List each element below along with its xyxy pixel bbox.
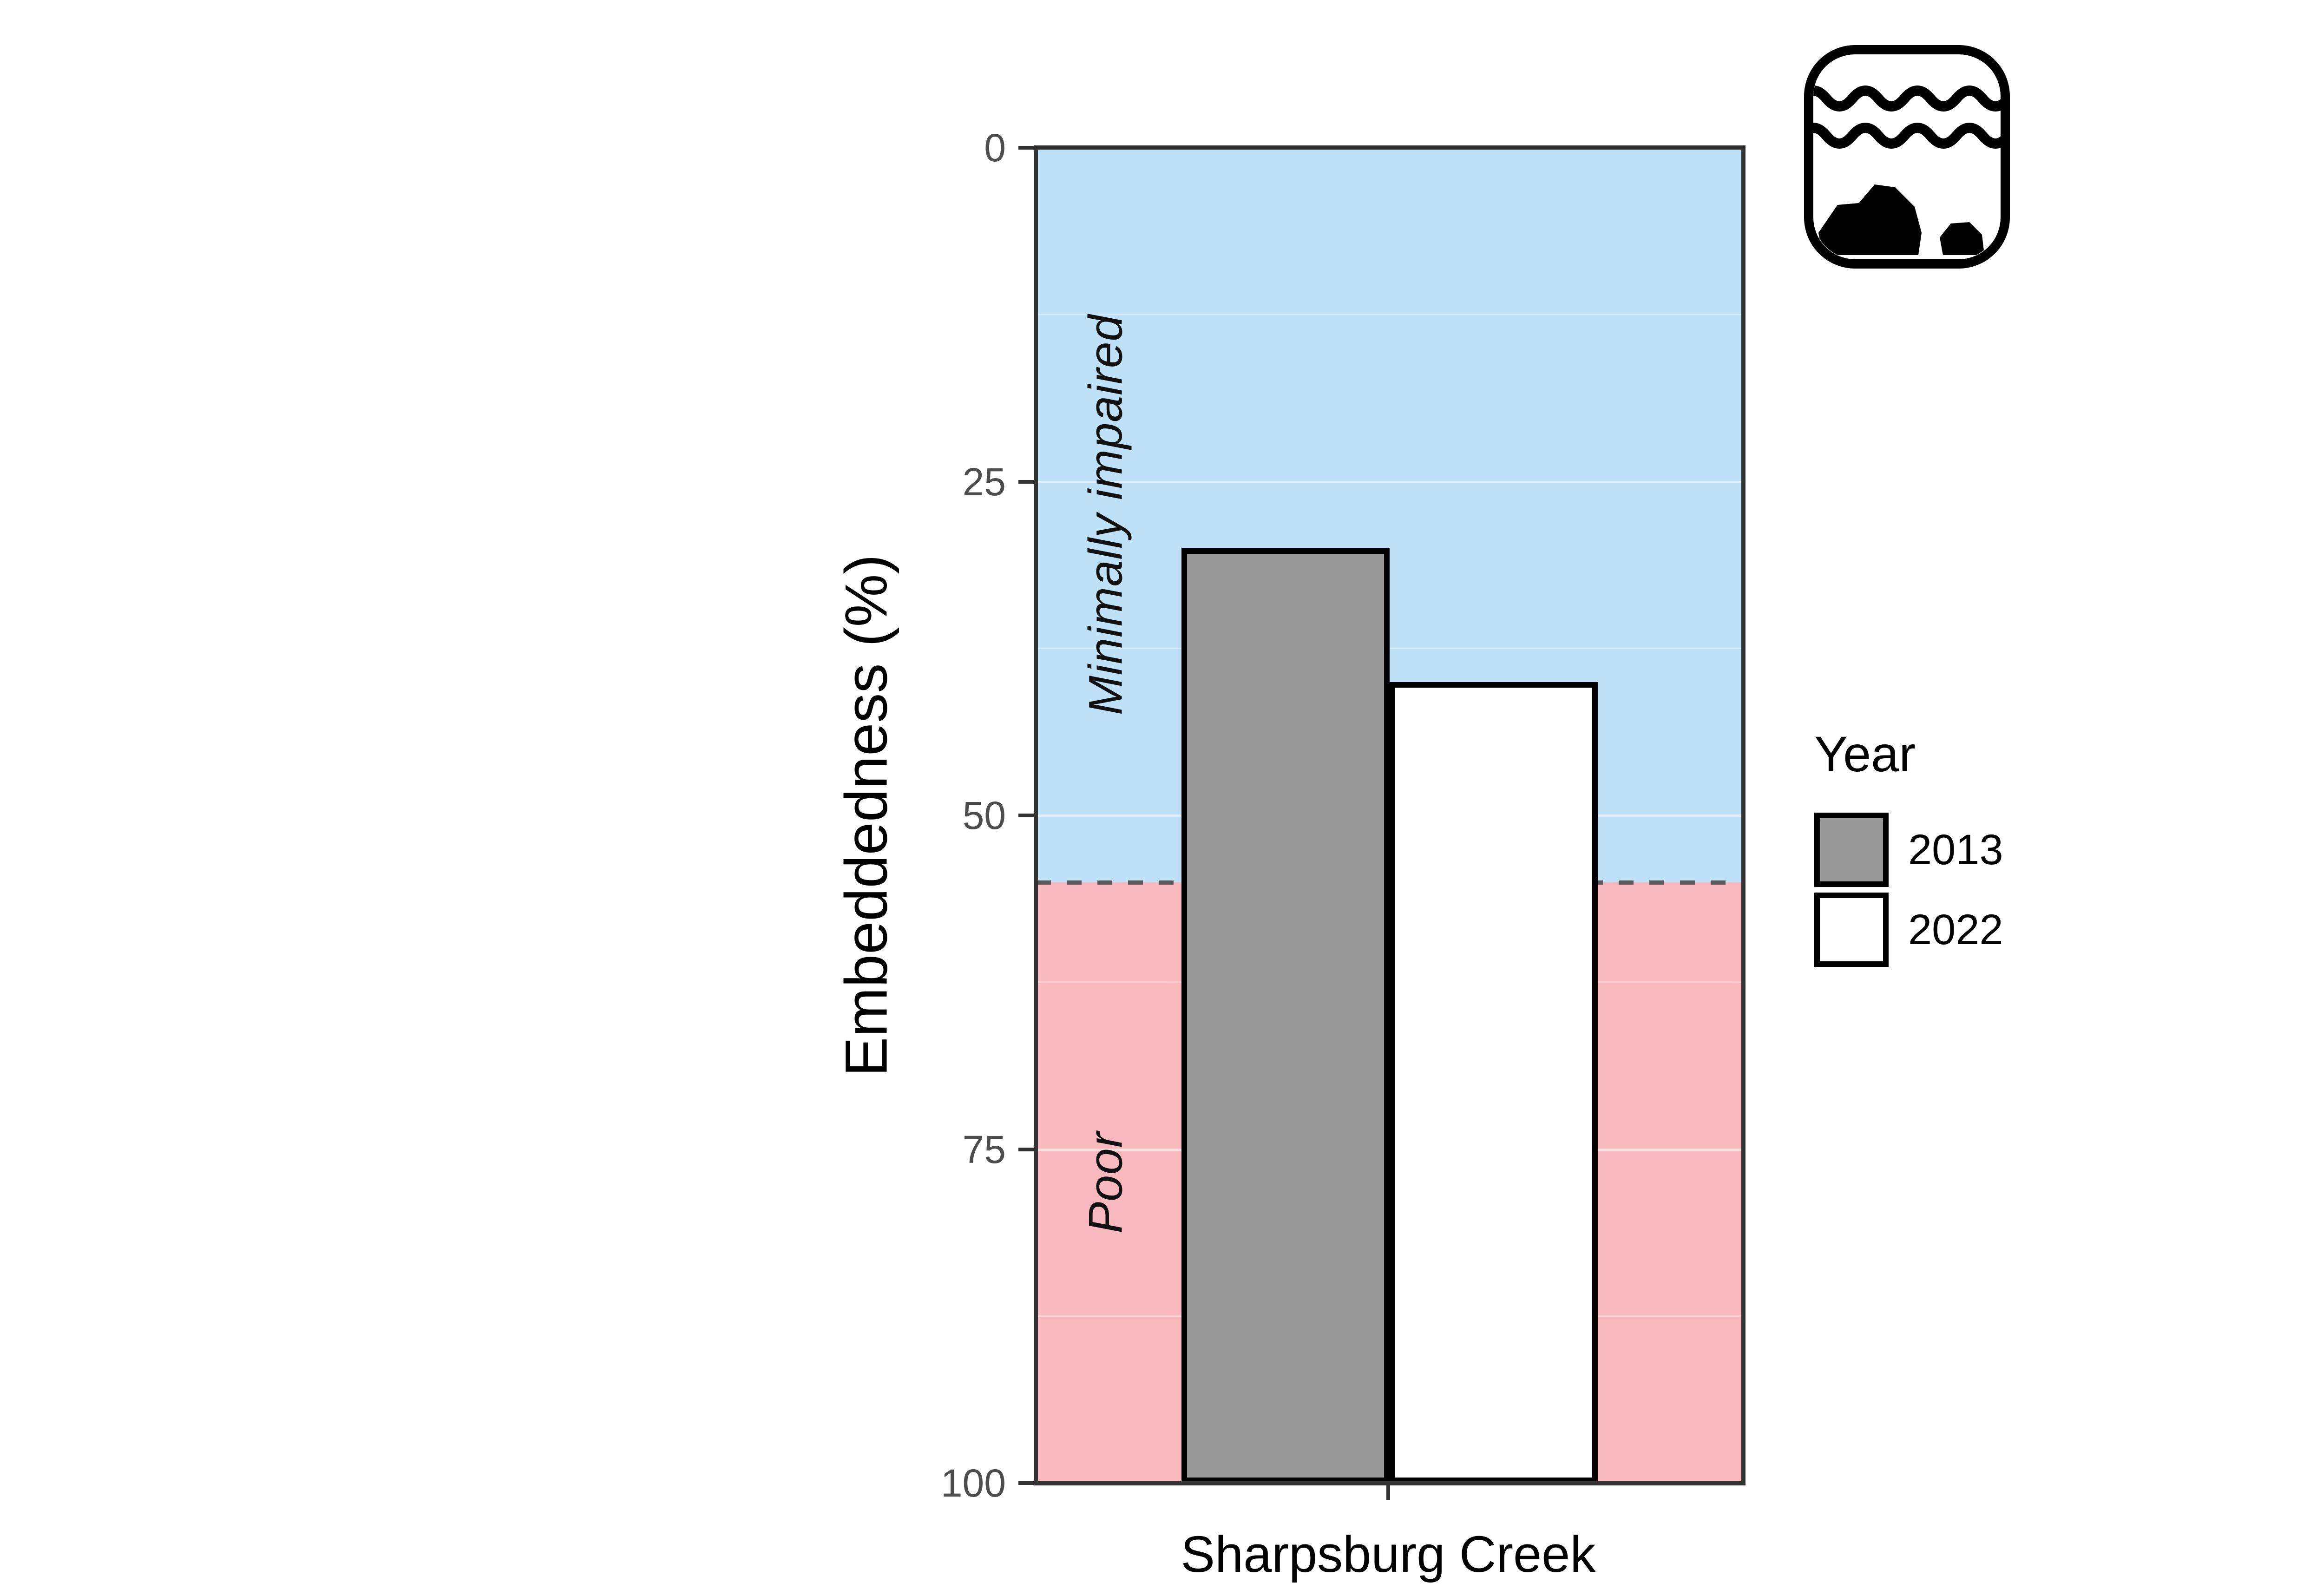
y-tick-label: 0 <box>984 126 1006 170</box>
y-tick-label: 25 <box>962 460 1006 504</box>
icon-rocks <box>1818 184 1984 255</box>
legend-items: 2013 2022 <box>1814 813 2003 967</box>
y-tick-mark <box>1018 479 1034 484</box>
x-tick-mark <box>1386 1485 1390 1500</box>
y-minor-gridline <box>1036 647 1743 649</box>
rock-icon <box>1940 222 1984 255</box>
legend-item-2022: 2022 <box>1814 893 2003 967</box>
wave-icon <box>1813 123 2001 149</box>
y-major-gridline <box>1036 480 1743 483</box>
y-tick-mark <box>1018 1481 1034 1485</box>
y-tick-label: 50 <box>962 794 1006 837</box>
wave-icon <box>1813 85 2001 112</box>
y-tick-label: 75 <box>962 1127 1006 1171</box>
plot-panel: Minimally impaired Poor <box>1034 145 1746 1485</box>
y-tick-mark <box>1018 1147 1034 1151</box>
stream-substrate-icon <box>1804 45 2010 269</box>
y-tick-label: 100 <box>940 1461 1006 1505</box>
y-tick-mark <box>1018 814 1034 817</box>
bar-2022 <box>1390 682 1598 1483</box>
rock-icon <box>1818 184 1922 255</box>
region-label: Minimally impaired <box>1079 315 1132 716</box>
legend: Year 2013 2022 <box>1814 725 2003 972</box>
x-major-gridline <box>1035 148 1037 1483</box>
y-minor-gridline <box>1036 314 1743 315</box>
legend-swatch-2013 <box>1814 813 1889 887</box>
x-axis-category-label: Sharpsburg Creek <box>1181 1526 1596 1583</box>
legend-item-label: 2022 <box>1908 906 2003 953</box>
bar-2013 <box>1181 548 1390 1483</box>
legend-title: Year <box>1814 726 1916 782</box>
region-label: Poor <box>1079 1131 1132 1234</box>
legend-item-label: 2013 <box>1908 826 2003 874</box>
legend-swatch-2022 <box>1814 893 1889 967</box>
y-tick-mark <box>1018 146 1034 150</box>
icon-waves <box>1813 85 2001 149</box>
legend-item-2013: 2013 <box>1814 813 2003 887</box>
